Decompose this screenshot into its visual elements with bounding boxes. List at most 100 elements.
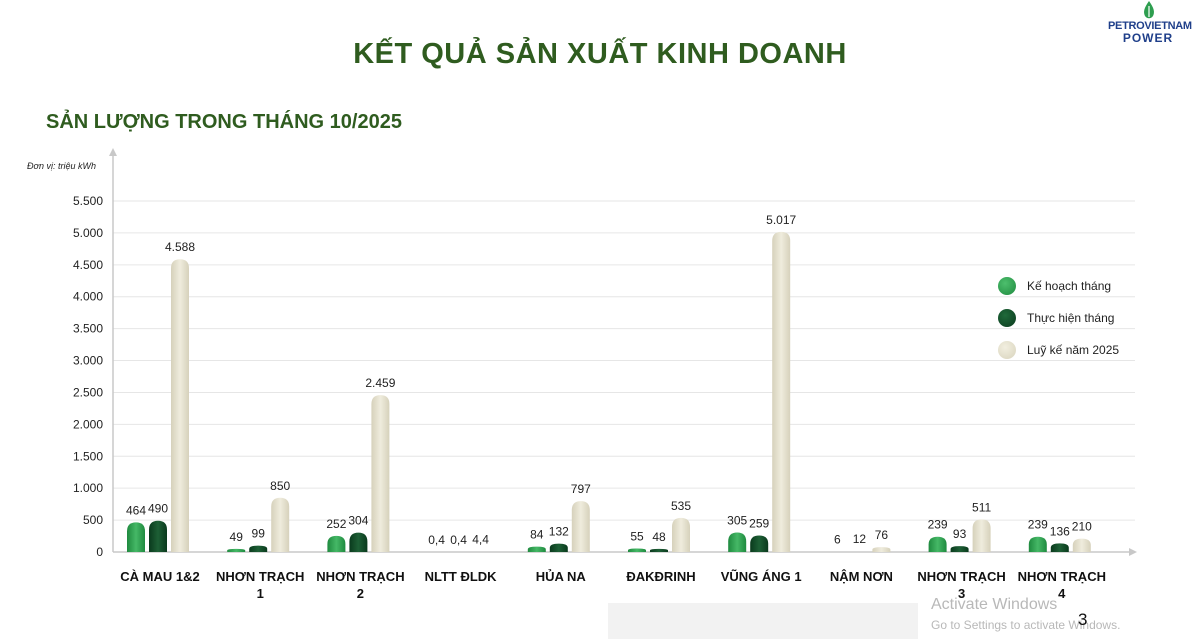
bar [772, 231, 791, 552]
y-tick-label: 5.000 [73, 226, 103, 240]
data-label: 464 [126, 503, 146, 517]
legend-label-actual: Thực hiện tháng [1027, 311, 1115, 325]
y-tick-label: 4.000 [73, 290, 103, 304]
y-tick-label: 2.500 [73, 385, 103, 399]
watermark-settings: Go to Settings to activate Windows. [931, 618, 1121, 632]
bar [728, 532, 747, 552]
legend-swatch-cumulative [998, 341, 1016, 359]
y-tick-label: 2.000 [73, 417, 103, 431]
legend-label-cumulative: Luỹ kế năm 2025 [1027, 343, 1120, 357]
y-tick-label: 5.500 [73, 194, 103, 208]
x-category-label: NHƠN TRẠCH [1018, 569, 1106, 584]
legend-item-cumulative: Luỹ kế năm 2025 [998, 334, 1119, 366]
bar [227, 548, 246, 552]
y-tick-label: 3.000 [73, 354, 103, 368]
x-category-label: VŨNG ÁNG 1 [721, 569, 802, 584]
y-tick-label: 1.000 [73, 481, 103, 495]
bar [271, 497, 290, 552]
bar [750, 535, 769, 552]
chart-legend: Kế hoạch tháng Thực hiện tháng Luỹ kế nă… [998, 270, 1119, 366]
data-label: 2.459 [365, 376, 395, 390]
data-label: 535 [671, 499, 691, 513]
bar [571, 501, 590, 552]
watermark-activate: Activate Windows [931, 596, 1058, 613]
data-label: 136 [1050, 524, 1070, 538]
bar [1072, 538, 1091, 552]
bar [349, 532, 368, 552]
bar [171, 259, 189, 552]
page-number: 3 [1078, 610, 1088, 629]
x-category-label: NẬM NƠN [830, 569, 893, 584]
data-label: 49 [230, 530, 244, 544]
bar [127, 522, 145, 552]
legend-swatch-plan [998, 277, 1016, 295]
x-category-label: 2 [357, 586, 364, 601]
data-label: 259 [749, 516, 769, 530]
x-category-label: 1 [257, 586, 264, 601]
x-category-label: NHƠN TRẠCH [917, 569, 1005, 584]
y-tick-label: 3.500 [73, 322, 103, 336]
bar [1028, 536, 1047, 552]
x-category-label: ĐAKĐRINH [626, 569, 695, 584]
bar [549, 543, 568, 552]
data-label: 210 [1072, 520, 1092, 534]
footer-background-shape [608, 603, 918, 639]
legend-item-actual: Thực hiện tháng [998, 302, 1119, 334]
data-label: 4.588 [165, 240, 195, 254]
bar [527, 546, 546, 552]
data-label: 239 [1028, 518, 1048, 532]
x-category-label: NLTT ĐLDK [425, 569, 498, 584]
bar [872, 547, 891, 552]
bar [650, 548, 668, 552]
data-label: 55 [630, 529, 644, 543]
bar [249, 545, 268, 552]
y-tick-label: 0 [96, 545, 103, 559]
data-label: 0,4 [450, 533, 467, 547]
data-label: 5.017 [766, 213, 796, 227]
x-category-label: HỦA NA [536, 569, 587, 584]
x-category-label: 4 [1058, 586, 1066, 601]
petrovietnam-power-logo: PETROVIETNAM POWER [1108, 0, 1192, 50]
data-label: 48 [652, 530, 666, 544]
legend-item-plan: Kế hoạch tháng [998, 270, 1119, 302]
bar [672, 517, 690, 552]
data-label: 99 [252, 527, 266, 541]
y-tick-label: 4.500 [73, 258, 103, 272]
data-label: 93 [953, 527, 967, 541]
data-label: 239 [928, 518, 948, 532]
data-label: 797 [571, 482, 591, 496]
bar [628, 548, 646, 552]
x-category-label: NHƠN TRẠCH [316, 569, 404, 584]
bar [1050, 543, 1069, 552]
data-label: 252 [326, 517, 346, 531]
y-tick-label: 1.500 [73, 449, 103, 463]
logo-text-power: POWER [1122, 31, 1174, 45]
data-label: 84 [530, 528, 544, 542]
data-label: 132 [549, 525, 569, 539]
data-label: 304 [348, 514, 368, 528]
bar [371, 395, 390, 552]
data-label: 0,4 [428, 533, 445, 547]
unit-label: Đơn vị: triệu kWh [27, 161, 96, 171]
data-label: 511 [972, 500, 991, 514]
x-category-label: NHƠN TRẠCH [216, 569, 304, 584]
data-label: 6 [834, 533, 841, 547]
data-label: 76 [875, 528, 889, 542]
data-label: 12 [853, 532, 867, 546]
data-label: 490 [148, 502, 168, 516]
y-axis-arrow [109, 148, 117, 156]
bar [327, 535, 346, 552]
data-label: 4,4 [472, 533, 489, 547]
y-tick-label: 500 [83, 513, 103, 527]
legend-label-plan: Kế hoạch tháng [1027, 279, 1112, 293]
bar [149, 520, 167, 552]
legend-swatch-actual [998, 309, 1016, 327]
bar [972, 519, 991, 552]
bar [950, 546, 969, 552]
data-label: 305 [727, 514, 747, 528]
bar [928, 536, 947, 552]
x-axis-arrow [1129, 548, 1137, 556]
data-label: 850 [270, 479, 290, 493]
logo-text-petrovietnam: PETROVIETNAM [1108, 20, 1192, 32]
